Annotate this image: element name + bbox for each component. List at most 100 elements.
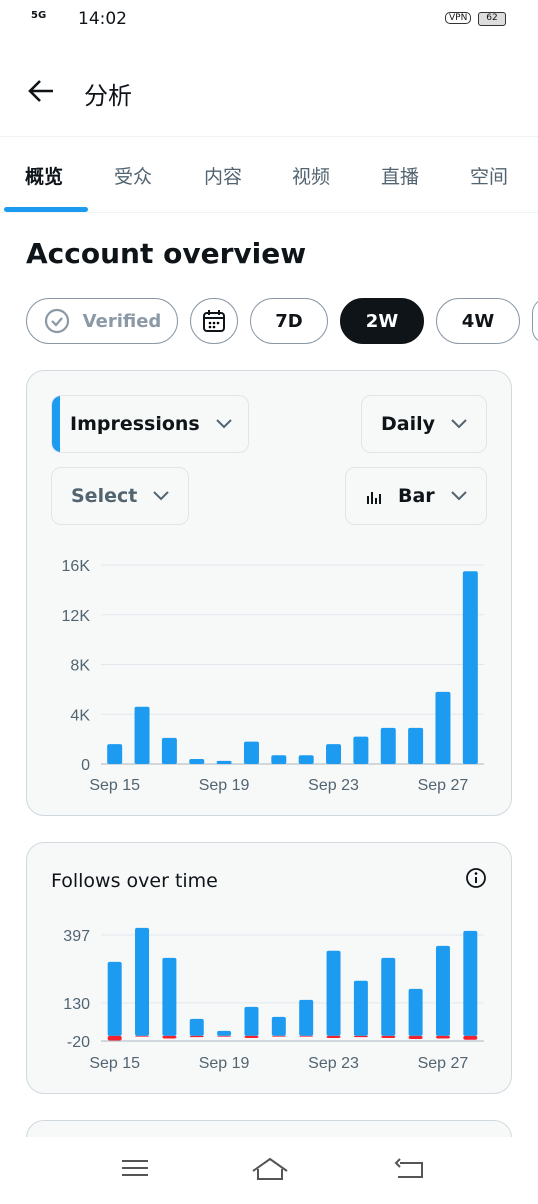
chip-label: Verified (82, 310, 162, 332)
bar (353, 736, 369, 764)
bar (162, 1035, 177, 1039)
nav-icons (122, 1157, 423, 1180)
chevron (451, 419, 467, 429)
dropdown-label: Daily (381, 413, 436, 435)
compare-dropdown[interactable]: Select (51, 467, 189, 525)
bar (408, 988, 423, 1036)
bar (326, 1035, 341, 1038)
chart-card (26, 842, 512, 1094)
y-tick-label: -20 (67, 1034, 90, 1051)
bar (107, 1035, 122, 1041)
tab[interactable]: 概览 (25, 166, 64, 188)
divider (0, 136, 538, 137)
tab[interactable]: 直播 (381, 166, 420, 188)
bar (463, 1035, 478, 1040)
nav-bar (0, 1137, 538, 1200)
tab-indicator (4, 207, 88, 212)
bar (408, 727, 424, 764)
x-tick-label: Sep 19 (199, 777, 250, 794)
clock: 14:02 (78, 9, 127, 29)
tab[interactable]: 内容 (204, 166, 243, 188)
dropdown-label: Impressions (70, 413, 200, 435)
interval-dropdown[interactable]: Daily (361, 395, 487, 453)
back-button[interactable] (27, 78, 55, 104)
bar (217, 1035, 232, 1037)
section-title: Account overview (26, 237, 307, 270)
verified-icon (44, 308, 69, 334)
bar (135, 1035, 150, 1037)
bar (435, 945, 450, 1036)
bar (244, 1035, 259, 1038)
bar (298, 755, 314, 764)
bar (244, 1006, 259, 1036)
dropdown-label: Bar (398, 485, 435, 507)
y-tick-label: 12K (62, 608, 91, 625)
bar (217, 1030, 232, 1036)
style-dropdown[interactable]: Bar (345, 467, 487, 525)
bar (462, 571, 478, 764)
bar (189, 1035, 204, 1038)
bar (299, 999, 314, 1036)
tab[interactable]: 视频 (292, 166, 331, 188)
bar (161, 737, 177, 764)
bar (189, 1018, 204, 1036)
bar (107, 744, 123, 764)
chart-title: Follows over time (51, 870, 218, 892)
x-tick-label: Sep 23 (308, 777, 359, 794)
range-chip[interactable]: 2W (340, 298, 424, 344)
bar (326, 744, 342, 764)
metric-dropdown[interactable]: Impressions (51, 395, 249, 453)
bar (243, 741, 259, 764)
network: 5G (31, 10, 47, 21)
chevron (153, 491, 170, 501)
chevron (450, 491, 467, 501)
bar (216, 760, 232, 764)
bar (353, 980, 368, 1036)
y-tick-label: 8K (70, 658, 90, 675)
x-tick-label: Sep 27 (418, 777, 469, 794)
bar (162, 957, 177, 1036)
calendar-chip[interactable] (190, 298, 238, 344)
x-tick-label: Sep 15 (89, 1055, 140, 1072)
y-tick-label: 4K (70, 707, 90, 724)
bar (408, 1035, 423, 1039)
y-tick-label: 16K (62, 558, 91, 575)
bar (271, 1016, 286, 1036)
tab[interactable]: 受众 (114, 166, 153, 188)
bar (435, 691, 451, 764)
range-chip[interactable]: 4W (436, 298, 520, 344)
divider (0, 212, 538, 213)
bar (435, 1035, 450, 1039)
chevron (216, 419, 232, 429)
x-tick-label: Sep 27 (418, 1055, 469, 1072)
bar (135, 927, 150, 1036)
bar (134, 706, 150, 764)
tab[interactable]: 空间 (470, 166, 509, 188)
bar (326, 950, 341, 1036)
bar (299, 1035, 314, 1037)
x-tick-label: Sep 19 (199, 1055, 250, 1072)
x-tick-label: Sep 23 (308, 1055, 359, 1072)
dropdown-label: Select (71, 485, 138, 507)
vpn: VPN (445, 12, 472, 24)
bar (463, 930, 478, 1036)
y-tick-label: 130 (63, 996, 90, 1013)
range-chip[interactable]: 7D (250, 298, 328, 344)
calendar-icon (203, 310, 225, 332)
battery: 62 (478, 12, 506, 26)
x-tick-label: Sep 15 (89, 777, 140, 794)
y-tick-label: 397 (63, 928, 90, 945)
info-icon[interactable] (465, 867, 487, 889)
bar (380, 727, 396, 764)
bar (189, 759, 205, 764)
y-tick-label: 0 (81, 757, 90, 774)
metric-color (52, 396, 60, 452)
bar-icon (367, 492, 381, 504)
bar (271, 755, 287, 764)
bar (271, 1035, 286, 1037)
verified-chip[interactable]: Verified (26, 298, 178, 344)
bar (381, 1035, 396, 1038)
bar (381, 957, 396, 1036)
